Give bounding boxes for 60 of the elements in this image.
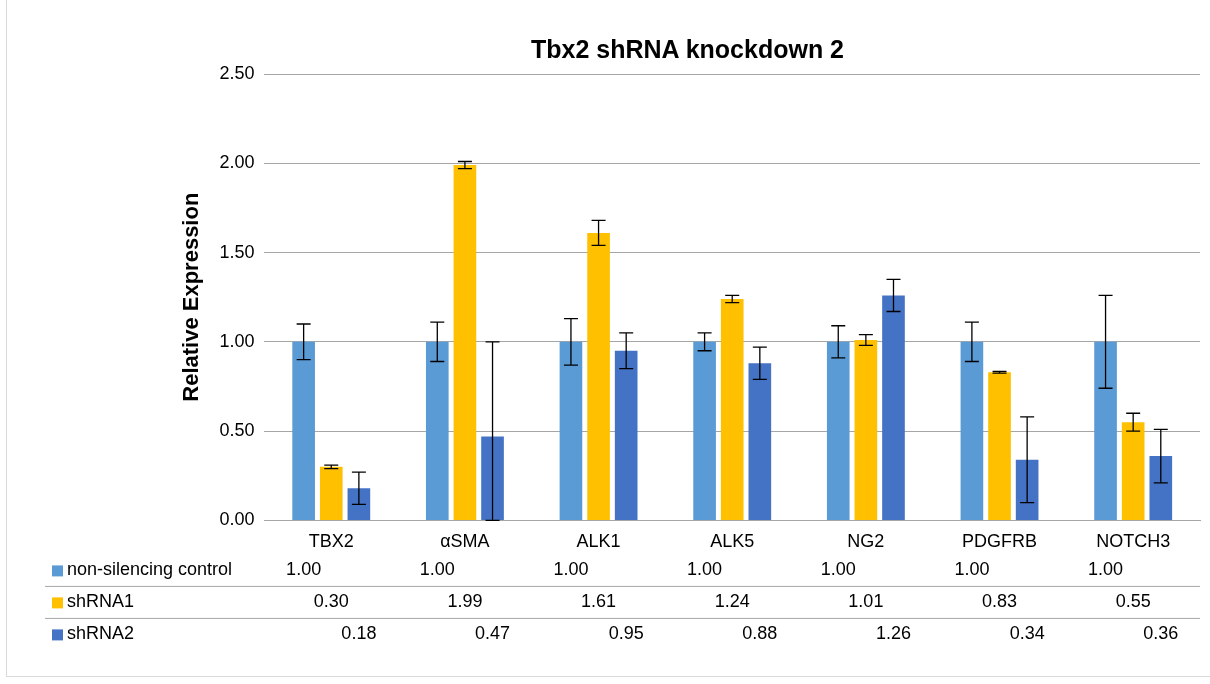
bar xyxy=(587,232,610,520)
data-label: 1.01 xyxy=(848,591,884,612)
bar xyxy=(1149,456,1173,520)
data-label: 0.34 xyxy=(1009,623,1045,644)
data-label: 1.26 xyxy=(875,623,912,644)
x-tick-label: TBX2 xyxy=(308,531,354,552)
bar xyxy=(748,363,772,520)
bar xyxy=(882,295,905,520)
bar xyxy=(720,298,744,520)
data-label: 0.95 xyxy=(608,623,644,644)
data-label: 0.83 xyxy=(982,591,1018,612)
bar xyxy=(319,466,343,520)
y-axis-title: Relative Expression xyxy=(178,192,204,402)
y-tick-label: 2.50 xyxy=(219,62,255,83)
bar xyxy=(559,341,583,520)
data-label: 1.00 xyxy=(687,559,723,580)
bar xyxy=(292,341,315,520)
bar xyxy=(614,350,638,520)
x-tick-label: ALK5 xyxy=(710,531,755,552)
data-label: 1.00 xyxy=(954,559,990,580)
data-label: 1.00 xyxy=(419,559,455,580)
data-label: 1.24 xyxy=(714,591,750,612)
data-label: 1.00 xyxy=(553,559,589,580)
y-tick-label: 1.00 xyxy=(219,330,255,351)
chart-title: Tbx2 shRNA knockdown 2 xyxy=(530,34,845,63)
data-label: 0.18 xyxy=(341,623,377,644)
bar xyxy=(826,341,850,520)
x-tick-label: PDGFRB xyxy=(962,531,1038,552)
bar xyxy=(481,436,504,520)
legend-label: shRNA2 xyxy=(67,623,135,644)
data-label: 0.30 xyxy=(313,591,349,612)
y-tick-label: 0.50 xyxy=(219,420,255,441)
data-label: 1.00 xyxy=(820,559,856,580)
data-label: 0.47 xyxy=(475,623,511,644)
bar xyxy=(453,165,477,520)
data-label: 0.88 xyxy=(742,623,778,644)
bar xyxy=(693,341,716,520)
bar xyxy=(1094,341,1117,520)
y-tick-label: 2.00 xyxy=(219,152,255,173)
x-tick-label: NG2 xyxy=(847,531,885,552)
data-label: 1.61 xyxy=(581,591,617,612)
legend-label: shRNA1 xyxy=(67,591,135,612)
bar xyxy=(347,488,371,520)
data-label: 1.00 xyxy=(1088,559,1124,580)
y-tick-label: 1.50 xyxy=(219,241,255,262)
bar xyxy=(854,340,878,520)
bar xyxy=(1015,459,1039,520)
bar xyxy=(1121,422,1145,520)
data-label: 0.55 xyxy=(1115,591,1151,612)
x-tick-label: αSMA xyxy=(440,531,490,552)
data-label: 1.00 xyxy=(286,559,322,580)
legend-label: non-silencing control xyxy=(67,559,233,580)
data-label: 0.36 xyxy=(1143,623,1179,644)
data-label: 1.99 xyxy=(447,591,483,612)
bar xyxy=(988,372,1011,520)
x-tick-label: ALK1 xyxy=(576,531,621,552)
bar xyxy=(425,341,449,520)
x-tick-label: NOTCH3 xyxy=(1096,531,1171,552)
bar xyxy=(960,341,984,520)
y-tick-label: 0.00 xyxy=(219,509,255,530)
